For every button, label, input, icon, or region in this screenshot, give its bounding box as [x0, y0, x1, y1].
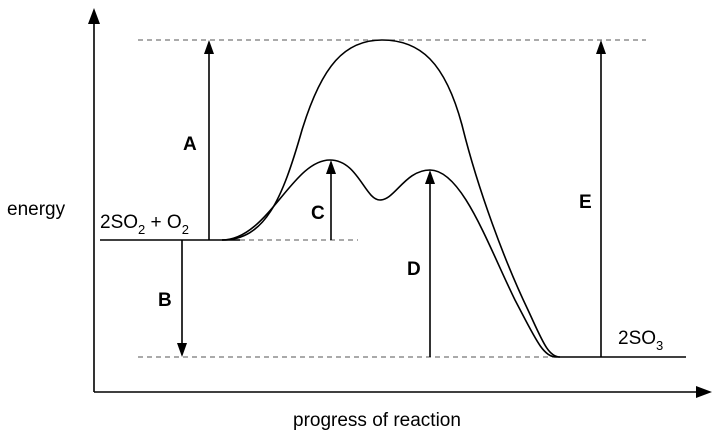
reactants-label: 2SO2 + O2	[100, 212, 189, 237]
label-e: E	[579, 192, 592, 213]
catalysed-pathway-curve	[221, 159, 557, 358]
uncatalysed-pathway-curve	[221, 39, 561, 358]
label-d: D	[407, 259, 421, 280]
arrow-e-head	[596, 40, 606, 54]
label-c: C	[311, 203, 325, 224]
arrow-b-head	[177, 343, 187, 357]
label-b: B	[158, 290, 172, 311]
arrow-a-head	[204, 40, 214, 54]
arrow-c-head	[326, 160, 336, 174]
y-axis-arrowhead	[88, 8, 100, 24]
y-axis-label: energy	[7, 199, 66, 220]
x-axis-label: progress of reaction	[293, 410, 461, 431]
label-a: A	[183, 134, 197, 155]
products-label: 2SO3	[618, 328, 663, 353]
x-axis-arrowhead	[696, 386, 712, 398]
arrow-d-head	[425, 170, 435, 184]
